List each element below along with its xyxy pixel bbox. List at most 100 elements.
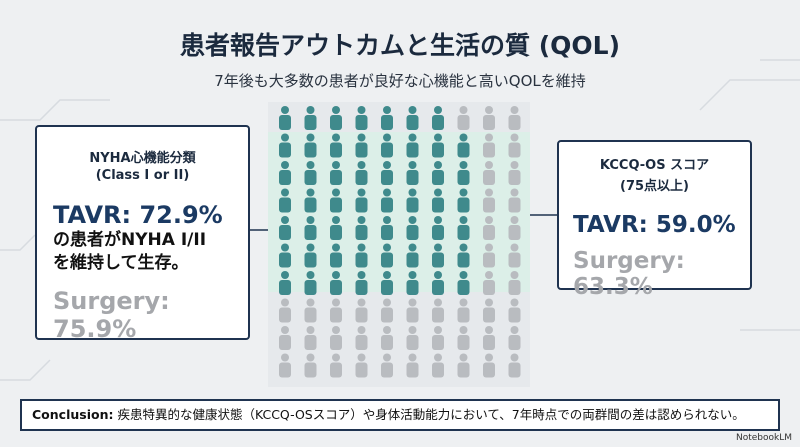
person-icon [279,271,291,295]
person-icon [279,326,291,350]
person-icon [381,298,393,323]
person-icon [304,161,317,185]
tavr-value: 72.9% [139,201,223,229]
person-icon [279,133,291,158]
person-icon [406,271,419,295]
person-icon [432,216,444,240]
person-icon [457,188,470,213]
person-icon [483,353,495,378]
person-icon [406,188,419,213]
left-card: NYHA心機能分類 (Class I or II) TAVR: 72.9% の患… [35,125,250,343]
person-icon [355,298,368,323]
person-icon [483,161,495,185]
person-icon [508,106,521,130]
person-icon [432,161,444,185]
person-icon [304,106,317,130]
person-icon [406,298,419,323]
surgery-label: Surgery: [53,287,170,315]
person-icon [483,216,495,240]
person-icon [457,326,470,350]
surgery-value: 75.9% [53,315,137,343]
person-icon [304,298,317,323]
person-icon [279,298,291,323]
person-icon [457,161,470,185]
person-icon [457,133,470,158]
person-icon [279,161,291,185]
person-icon [508,243,521,268]
card-heading: NYHA心機能分類 [89,151,196,166]
person-icon [483,298,495,323]
person-icon [457,298,470,323]
person-icon [483,243,495,268]
surgery-value: 63.3% [573,274,653,300]
description: の患者がNYHA I/II [53,230,207,250]
person-icon [330,133,342,158]
person-icon [508,133,521,158]
tavr-label: TAVR: [573,212,648,238]
surgery-label: Surgery: [573,248,685,274]
person-icon [381,326,393,350]
person-icon [304,271,317,295]
person-icon [355,106,368,130]
person-icon [330,271,342,295]
person-icon [279,216,291,240]
person-icon [279,353,291,378]
person-icon [355,353,368,378]
person-icon [381,161,393,185]
person-icon [432,188,444,213]
person-icon [406,161,419,185]
person-icon [355,326,368,350]
person-icon [432,353,444,378]
person-icon [381,106,393,130]
conclusion-label: Conclusion: [32,407,114,422]
description: を維持して生存。 [53,253,189,273]
watermark: NotebookLM [735,433,792,443]
person-icon [330,216,342,240]
person-icon [457,106,470,130]
person-icon [457,216,470,240]
person-icon [381,271,393,295]
person-icon [355,216,368,240]
person-icon [483,326,495,350]
person-icon [508,188,521,213]
person-icon [483,188,495,213]
person-icon [406,353,419,378]
person-icon [381,133,393,158]
person-icon [279,106,291,130]
person-icon [432,298,444,323]
person-icon [330,161,342,185]
person-icon [330,106,342,130]
person-icon [508,216,521,240]
person-icon [279,243,291,268]
person-icon [483,271,495,295]
conclusion: Conclusion: 疾患特異的な健康状態（KCCQ-OSスコア）や身体活動能… [20,399,780,431]
person-icon [304,326,317,350]
person-icon [355,243,368,268]
person-icon [406,243,419,268]
person-icon [508,161,521,185]
person-icon [381,243,393,268]
person-icon [381,353,393,378]
person-icon [355,161,368,185]
person-icon [330,353,342,378]
person-icon [432,133,444,158]
person-icon [508,271,521,295]
conclusion-text: 疾患特異的な健康状態（KCCQ-OSスコア）や身体活動能力において、7年時点での… [117,407,745,422]
card-heading: KCCQ-OS スコア [599,158,710,173]
person-icon [381,188,393,213]
person-icon [330,188,342,213]
person-icon [508,298,521,323]
person-icon [508,326,521,350]
person-icon [279,188,291,213]
person-icon [483,133,495,158]
person-icon [483,106,495,130]
title: 患者報告アウトカムと生活の質 (QOL) [180,31,620,60]
card-subheading: (75点以上) [620,179,689,194]
person-icon [457,271,470,295]
person-icon [355,188,368,213]
subtitle: 7年後も大多数の患者が良好な心機能と高いQOLを維持 [214,72,586,90]
card-subheading: (Class I or II) [95,168,190,183]
person-icon [508,353,521,378]
